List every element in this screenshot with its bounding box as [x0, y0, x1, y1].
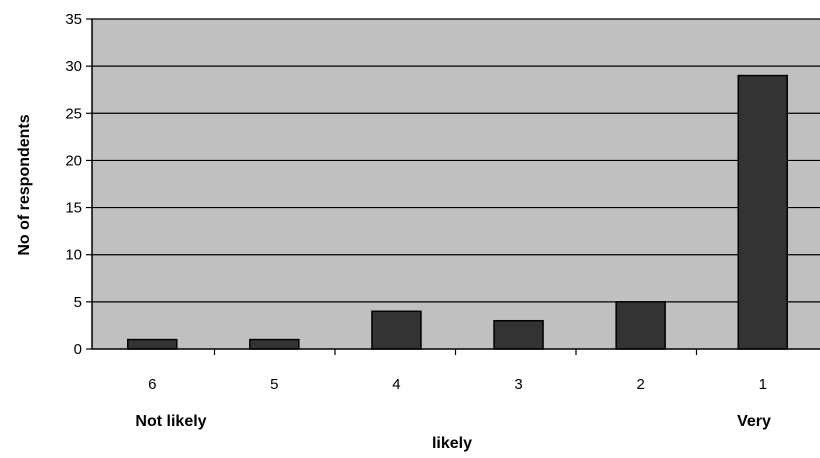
bar-6: [127, 338, 178, 350]
x-tick-label-5: 5: [270, 376, 278, 393]
y-axis-title: No of respondents: [16, 114, 33, 255]
y-tick-label-25: 25: [65, 105, 82, 122]
y-tick-label-0: 0: [74, 341, 82, 358]
y-axis: 0 5 10 15 20 25 30 35: [65, 11, 93, 358]
gridlines: [92, 18, 820, 303]
bar-2: [615, 301, 666, 350]
x-axis: 6 5 4 3 2 1: [92, 348, 820, 393]
x-tick-label-4: 4: [392, 376, 400, 393]
y-tick-label-10: 10: [65, 247, 82, 264]
x-axis-title: likely: [432, 435, 472, 452]
plot-area: [92, 19, 820, 349]
bar-1: [737, 74, 788, 350]
bar-4: [371, 310, 422, 350]
x-tick-label-2: 2: [636, 376, 644, 393]
y-tick-label-5: 5: [74, 294, 82, 311]
bar-5: [249, 338, 300, 350]
y-tick-label-35: 35: [65, 11, 82, 28]
end-label-left: Not likely: [135, 413, 206, 430]
bars: [127, 74, 788, 350]
bar-3: [493, 319, 544, 350]
end-label-right: Very: [737, 413, 771, 430]
y-tick-label-20: 20: [65, 152, 82, 169]
y-tick-label-30: 30: [65, 58, 82, 75]
y-tick-label-15: 15: [65, 200, 82, 217]
x-tick-label-1: 1: [759, 376, 767, 393]
x-tick-label-3: 3: [514, 376, 522, 393]
x-tick-label-6: 6: [148, 376, 156, 393]
